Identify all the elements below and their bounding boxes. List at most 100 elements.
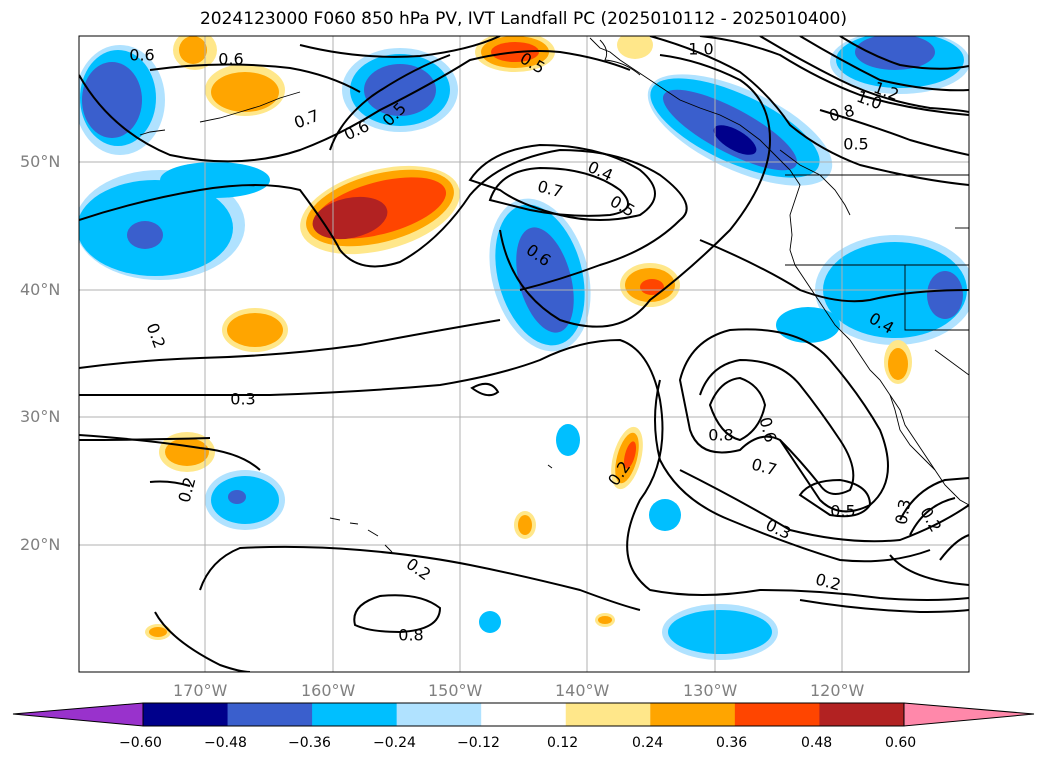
shade-neg (82, 62, 142, 138)
lon-label: 170°W (173, 681, 228, 700)
shade-pos (165, 438, 209, 466)
contour (909, 497, 956, 536)
shade-pos (149, 627, 167, 637)
lon-label: 140°W (555, 681, 610, 700)
coastline (889, 394, 936, 471)
map-frame (78, 35, 970, 673)
contour-label: 0.2 (175, 475, 200, 505)
island (139, 91, 301, 136)
contour (199, 545, 641, 611)
border (904, 265, 969, 331)
contour (799, 36, 969, 92)
colorbar-cell (143, 703, 229, 726)
contour (79, 148, 688, 291)
shade-neg (516, 227, 574, 333)
colorbar-extend-high (903, 702, 1035, 727)
shade-neg (776, 307, 840, 343)
colorbar-tick-label: −0.24 (373, 735, 416, 751)
shade-neg (713, 125, 757, 155)
shade-pos (227, 313, 283, 347)
contour (329, 54, 451, 151)
contour-label: 0.2 (143, 320, 170, 350)
shade-neg (668, 610, 772, 654)
island (547, 464, 553, 469)
lon-label: 120°W (810, 681, 865, 700)
colorbar-extend-low (12, 702, 144, 727)
colorbar-cell (312, 703, 398, 726)
contour (488, 166, 629, 217)
contour (79, 319, 501, 369)
lat-label: 20°N (20, 535, 61, 554)
colorbar-tick-label: 0.60 (885, 735, 917, 751)
contour-label: 0.7 (750, 455, 780, 480)
colorbar-frame (142, 702, 905, 727)
shade-neg (927, 271, 963, 319)
contour-label: 0.8 (708, 426, 733, 445)
shade-neg (160, 162, 270, 198)
colorbar-tick-label: −0.60 (119, 735, 162, 751)
contour-label: 0.3 (891, 498, 914, 526)
contour-label: 0.6 (218, 50, 243, 69)
colorbar-cell (819, 703, 905, 726)
colorbar-cell (481, 703, 567, 726)
colorbar-tick-label: 0.24 (632, 735, 664, 751)
coastlines (139, 37, 969, 553)
lon-label: 160°W (301, 681, 356, 700)
colorbar-tick-label: −0.48 (204, 735, 247, 751)
shade-neg (127, 221, 163, 249)
coastline (779, 149, 851, 216)
shade-neg (855, 36, 935, 70)
colorbar-tick-label: 0.36 (716, 735, 748, 751)
contour (679, 469, 969, 543)
contour (799, 599, 969, 614)
colorbar-tick-label: −0.36 (288, 735, 331, 751)
contour-label: 0.7 (536, 177, 566, 202)
contour-label: 0.2 (814, 570, 844, 595)
colorbar-cell (227, 703, 313, 726)
contour (79, 338, 969, 601)
contour (839, 36, 969, 70)
contour-label: 0.8 (398, 626, 423, 645)
shade-pos (640, 279, 664, 295)
contour-label: 0.6 (755, 415, 780, 445)
contour-label: 0.5 (843, 135, 868, 154)
contour (708, 376, 767, 442)
pv-contours (79, 36, 969, 672)
contour (819, 109, 969, 156)
contour (889, 554, 969, 586)
colorbar-cell (734, 703, 820, 726)
contour (899, 477, 969, 521)
shade-pos (312, 196, 388, 240)
contour (149, 63, 361, 93)
shade-pos (518, 515, 532, 535)
contour (678, 328, 889, 513)
lat-label: 40°N (20, 280, 61, 299)
colorbar-cell (396, 703, 482, 726)
contour-label: 1.0 (688, 40, 713, 59)
contour-label: 0.3 (230, 390, 255, 409)
contour (699, 358, 855, 495)
contour (649, 36, 969, 186)
colorbar (12, 702, 1035, 727)
contour-label: 0.6 (129, 46, 154, 65)
shade-pos (617, 36, 653, 59)
shade-neg (479, 611, 501, 633)
contour (149, 480, 191, 487)
contour (79, 437, 211, 441)
lon-label: 150°W (428, 681, 483, 700)
contour (299, 36, 501, 58)
map-title: 2024123000 F060 850 hPa PV, IVT Landfall… (199, 9, 847, 29)
lat-label: 50°N (20, 152, 61, 171)
contour-label: 0.7 (291, 106, 321, 133)
contour (699, 239, 969, 303)
contour (654, 379, 931, 563)
contour (499, 54, 772, 328)
shading-layer (79, 36, 969, 660)
lon-label: 130°W (683, 681, 738, 700)
island (329, 517, 393, 553)
border (934, 349, 969, 376)
contour (353, 594, 442, 634)
shade-pos (179, 36, 207, 64)
shade-pos (211, 72, 279, 112)
